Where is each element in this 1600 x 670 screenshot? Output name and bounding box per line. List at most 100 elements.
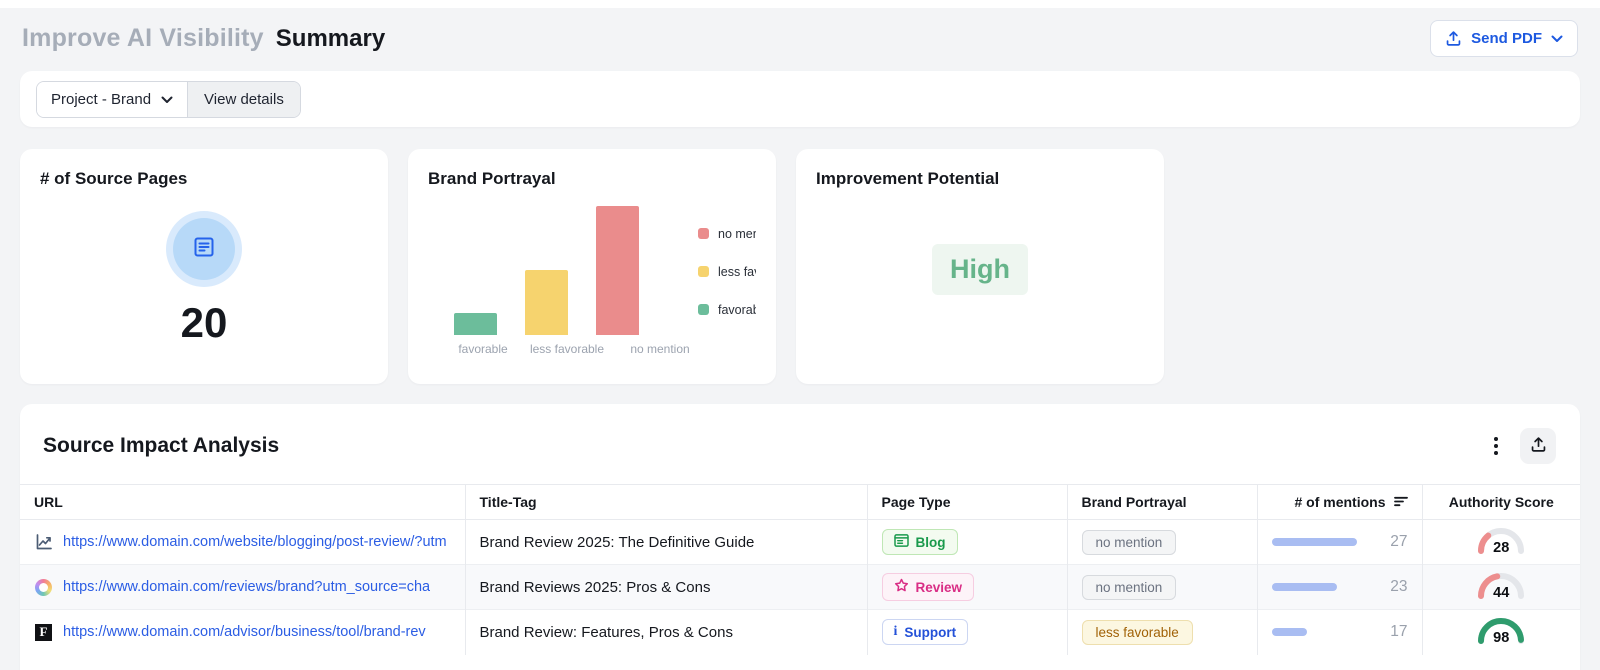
col-header-brand-portrayal[interactable]: Brand Portrayal — [1066, 484, 1257, 520]
source-impact-title: Source Impact Analysis — [43, 434, 280, 457]
title-tag-cell: Brand Review 2025: The Definitive Guide — [464, 519, 867, 565]
brand-portrayal-badge: no mention — [1081, 574, 1177, 600]
col-header-authority-score[interactable]: Authority Score — [1421, 484, 1580, 520]
bar-less-favorable — [525, 270, 568, 335]
project-select-value: Project - Brand — [51, 90, 152, 108]
brand-portrayal-bars — [454, 195, 698, 335]
legend-label: favorable — [718, 302, 756, 317]
document-icon-halo — [166, 211, 242, 287]
view-details-button[interactable]: View details — [187, 81, 300, 117]
info-icon: i — [893, 624, 898, 640]
col-header-page-type[interactable]: Page Type — [866, 484, 1067, 520]
summary-cards: # of Source Pages 20 Brand Portrayal — [20, 149, 1580, 384]
source-url-link[interactable]: https://www.domain.com/website/blogging/… — [63, 534, 447, 550]
brand-portrayal-title: Brand Portrayal — [428, 169, 556, 188]
page-type-badge-blog[interactable]: Blog — [881, 529, 958, 555]
source-impact-table: URL Title-Tag Page Type Brand Portrayal … — [20, 484, 1580, 655]
source-pages-card: # of Source Pages 20 — [20, 149, 388, 384]
brand-portrayal-badge: less favorable — [1081, 619, 1193, 645]
page-header: Improve AI Visibility Summary Send PDF — [0, 8, 1600, 71]
bar-favorable — [454, 313, 497, 335]
swirl-logo-icon — [34, 578, 53, 597]
source-pages-title: # of Source Pages — [40, 169, 188, 188]
legend-label: less favorable — [718, 264, 756, 279]
x-tick-label: favorable — [458, 342, 508, 356]
blog-icon — [893, 534, 909, 550]
project-select[interactable]: Project - Brand — [37, 81, 188, 117]
chart-legend: no mention less favorable favorable — [698, 227, 756, 317]
brand-portrayal-badge: no mention — [1081, 529, 1177, 555]
authority-score-value: 44 — [1493, 585, 1510, 601]
source-url-link[interactable]: https://www.domain.com/reviews/brand?utm… — [63, 579, 431, 595]
authority-score-value: 98 — [1493, 630, 1510, 647]
brand-portrayal-card: Brand Portrayal favorable less favorable n… — [408, 149, 776, 384]
legend-swatch — [698, 304, 709, 315]
mention-value: 17 — [1390, 623, 1408, 641]
chevron-down-icon — [1551, 35, 1563, 43]
mention-bar — [1271, 583, 1337, 591]
mention-bar — [1271, 628, 1307, 637]
authority-score-gauge: 98 — [1477, 615, 1525, 647]
sort-descending-icon[interactable] — [1393, 494, 1408, 510]
legend-item: favorable — [698, 303, 756, 317]
improvement-potential-title: Improvement Potential — [816, 169, 1000, 188]
table-row[interactable]: F https://www.domain.com/advisor/busines… — [20, 609, 1580, 655]
source-pages-value: 20 — [180, 299, 228, 346]
chevron-down-icon — [161, 91, 173, 108]
export-icon — [1530, 436, 1547, 456]
source-url-link[interactable]: https://www.domain.com/advisor/business/… — [63, 624, 426, 641]
legend-swatch — [698, 228, 709, 239]
send-pdf-label: Send PDF — [1471, 30, 1542, 47]
legend-item: less favorable — [698, 265, 756, 279]
title-tag-cell: Brand Review: Features, Pros & Cons — [464, 609, 867, 655]
mention-bar — [1271, 538, 1357, 546]
project-control: Project - Brand View details — [36, 80, 301, 118]
col-header-url[interactable]: URL — [20, 484, 465, 520]
legend-swatch — [698, 266, 709, 277]
document-icon — [191, 234, 217, 265]
legend-item: no mention — [698, 227, 756, 241]
top-strip — [0, 0, 1600, 8]
page-title: Summary — [275, 25, 386, 52]
improvement-potential-body: High — [816, 189, 1144, 349]
bar-no-mention — [596, 206, 639, 335]
star-icon — [894, 578, 909, 596]
authority-score-gauge: 44 — [1477, 570, 1525, 601]
table-row[interactable]: https://www.domain.com/website/blogging/… — [20, 519, 1580, 565]
forbes-f-icon: F — [34, 623, 53, 642]
x-tick-label: less favorable — [529, 342, 605, 356]
upload-icon — [1445, 30, 1462, 47]
send-pdf-button[interactable]: Send PDF — [1430, 20, 1578, 57]
legend-label: no mention — [718, 226, 756, 241]
improvement-potential-card: Improvement Potential High — [796, 149, 1164, 384]
title-tag-cell: Brand Reviews 2025: Pros & Cons — [464, 564, 867, 610]
export-button[interactable] — [1520, 428, 1556, 464]
kebab-menu-button[interactable] — [1488, 433, 1504, 459]
document-icon-circle — [173, 218, 235, 280]
source-pages-body: 20 — [40, 211, 368, 347]
authority-score-value: 28 — [1493, 540, 1510, 556]
page-type-badge-review[interactable]: Review — [881, 573, 975, 601]
mentions-cell: 17 — [1271, 623, 1408, 641]
source-impact-card: Source Impact Analysis URL Title-Tag — [20, 404, 1580, 670]
bar-chart: favorable less favorable no mention — [454, 195, 698, 356]
toolbar: Project - Brand View details — [20, 71, 1580, 127]
mentions-cell: 27 — [1271, 533, 1408, 551]
authority-score-gauge: 28 — [1477, 525, 1525, 556]
potential-badge: High — [932, 243, 1028, 295]
mention-value: 27 — [1390, 533, 1408, 550]
line-chart-icon — [34, 533, 53, 552]
col-header-title-tag[interactable]: Title-Tag — [464, 484, 867, 520]
table-row[interactable]: https://www.domain.com/reviews/brand?utm… — [20, 564, 1580, 610]
mentions-cell: 23 — [1271, 578, 1408, 596]
table-actions — [1488, 428, 1556, 464]
title-group: Improve AI Visibility Summary — [22, 24, 385, 53]
brand-portrayal-x-labels: favorable less favorable no mention — [454, 342, 698, 356]
mention-value: 23 — [1390, 578, 1408, 595]
source-impact-header: Source Impact Analysis — [20, 404, 1580, 484]
page-type-badge-support[interactable]: i Support — [881, 619, 969, 646]
breadcrumb: Improve AI Visibility — [22, 24, 264, 52]
brand-portrayal-chart: favorable less favorable no mention no men… — [428, 195, 756, 356]
x-tick-label: no mention — [630, 342, 690, 356]
col-header-mentions[interactable]: # of mentions — [1256, 484, 1422, 520]
